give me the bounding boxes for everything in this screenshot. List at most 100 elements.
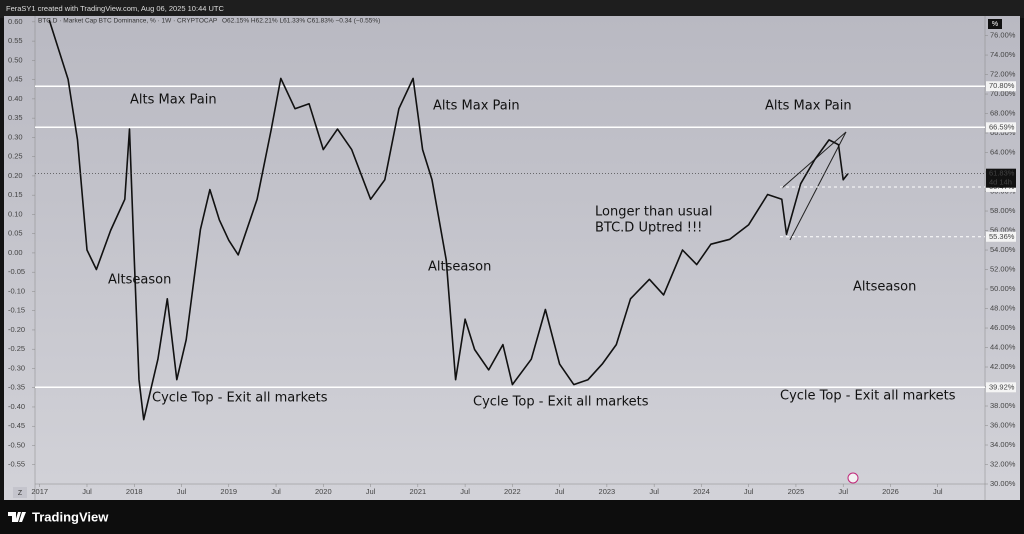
x-tick-label: 2025: [788, 487, 805, 496]
event-icon[interactable]: [847, 472, 859, 484]
annotation: Alts Max Pain: [765, 99, 852, 114]
y-tick-label: 42.00%: [990, 362, 1016, 371]
y2-tick-label: -0.55: [8, 460, 25, 469]
price-level-box: [986, 382, 1016, 393]
y2-tick-label: -0.45: [8, 421, 25, 430]
price-level-box: [986, 122, 1016, 133]
countdown: 4d 14h: [989, 178, 1012, 187]
y2-tick-label: 0.35: [8, 113, 23, 122]
x-tick-label: 2017: [31, 487, 48, 496]
symbol: BTC.D · Market Cap BTC Dominance, % · 1W…: [38, 18, 217, 25]
price-level-label: 66.59%: [989, 122, 1015, 131]
x-tick-label: Jul: [82, 487, 92, 496]
y2-tick-label: -0.10: [8, 286, 25, 295]
brand: TradingView: [32, 509, 109, 524]
last-price-box: [986, 168, 1016, 188]
annotation: BTC.D Uptred !!!: [595, 221, 702, 236]
y2-tick-label: 0.10: [8, 209, 23, 218]
logo: [8, 512, 26, 522]
price-level-label: 70.80%: [989, 81, 1015, 90]
y2-tick-label: 0.15: [8, 190, 23, 199]
y2-tick-label: 0.20: [8, 171, 23, 180]
y2-tick-label: 0.45: [8, 75, 23, 84]
zoom-button[interactable]: [13, 487, 27, 498]
y2-tick-label: -0.30: [8, 363, 25, 372]
y-tick-label: 36.00%: [990, 420, 1016, 429]
y2-tick-label: 0.40: [8, 94, 23, 103]
y-tick-label: 68.00%: [990, 109, 1016, 118]
annotation: Cycle Top - Exit all markets: [473, 395, 649, 410]
chart-area: [4, 16, 1020, 500]
x-tick-label: Jul: [649, 487, 659, 496]
y2-tick-label: -0.40: [8, 402, 25, 411]
y2-tick-label: 0.50: [8, 55, 23, 64]
y-tick-label: 52.00%: [990, 265, 1016, 274]
top-bar: [0, 0, 1024, 18]
y2-tick-label: -0.35: [8, 383, 25, 392]
y-tick-label: 54.00%: [990, 245, 1016, 254]
x-tick-label: Jul: [460, 487, 470, 496]
y-tick-label: 66.00%: [990, 128, 1016, 137]
y2-tick-label: 0.55: [8, 36, 23, 45]
y-tick-label: 34.00%: [990, 440, 1016, 449]
wedge-line: [789, 131, 847, 241]
y2-tick-label: 0.25: [8, 152, 23, 161]
y-tick-label: 56.00%: [990, 226, 1016, 235]
annotation: Altseason: [428, 260, 491, 275]
y-tick-label: 32.00%: [990, 459, 1016, 468]
y-tick-label: 46.00%: [990, 323, 1016, 332]
unit-box: [988, 19, 1002, 29]
y2-tick-label: 0.60: [8, 17, 23, 26]
y2-tick-label: 0.05: [8, 229, 23, 238]
y2-tick-label: 0.30: [8, 132, 23, 141]
y2-tick-label: 0.00: [8, 248, 23, 257]
x-tick-label: 2026: [882, 487, 899, 496]
y-tick-label: 30.00%: [990, 479, 1016, 488]
last-price-label: 61.83%: [989, 169, 1015, 178]
x-tick-label: 2023: [599, 487, 616, 496]
x-tick-label: 2024: [693, 487, 710, 496]
y-tick-label: 38.00%: [990, 401, 1016, 410]
price-line: [48, 19, 849, 421]
y2-tick-label: -0.25: [8, 344, 25, 353]
annotation: Longer than usual: [595, 205, 712, 220]
annotation: Cycle Top - Exit all markets: [152, 391, 328, 406]
x-tick-label: 2019: [220, 487, 237, 496]
x-tick-label: Jul: [366, 487, 376, 496]
y-tick-label: 58.00%: [990, 206, 1016, 215]
y-tick-label: 48.00%: [990, 304, 1016, 313]
y2-tick-label: -0.50: [8, 440, 25, 449]
zoom-icon: Z: [18, 490, 23, 497]
price-level-label: 55.36%: [989, 232, 1015, 241]
y-tick-label: 70.00%: [990, 89, 1016, 98]
price-level-box: [986, 231, 1016, 242]
annotation: Alts Max Pain: [433, 99, 520, 114]
annotation: Cycle Top - Exit all markets: [780, 389, 956, 404]
x-tick-label: Jul: [933, 487, 943, 496]
x-tick-label: 2018: [126, 487, 143, 496]
price-level-box: [986, 81, 1016, 92]
x-tick-label: Jul: [271, 487, 281, 496]
x-tick-label: 2020: [315, 487, 332, 496]
annotation: Altseason: [853, 280, 916, 295]
ohlc: O62.15% H62.21% L61.33% C61.83% −0.34 (−…: [222, 18, 380, 25]
x-tick-label: 2021: [409, 487, 426, 496]
y2-tick-label: -0.15: [8, 306, 25, 315]
footer: [0, 500, 1024, 534]
annotation: Altseason: [108, 273, 171, 288]
credit: FeraSY1 created with TradingView.com, Au…: [6, 4, 224, 13]
x-tick-label: Jul: [555, 487, 565, 496]
x-tick-label: Jul: [838, 487, 848, 496]
annotation: Alts Max Pain: [130, 93, 217, 108]
y-tick-label: 76.00%: [990, 31, 1016, 40]
unit: %: [992, 21, 998, 28]
x-tick-label: Jul: [177, 487, 187, 496]
y-tick-label: 44.00%: [990, 342, 1016, 351]
y2-tick-label: -0.20: [8, 325, 25, 334]
x-tick-label: 2022: [504, 487, 521, 496]
y-tick-label: 74.00%: [990, 50, 1016, 59]
y2-tick-label: -0.05: [8, 267, 25, 276]
y-tick-label: 64.00%: [990, 148, 1016, 157]
price-level-label: 39.92%: [989, 382, 1015, 391]
